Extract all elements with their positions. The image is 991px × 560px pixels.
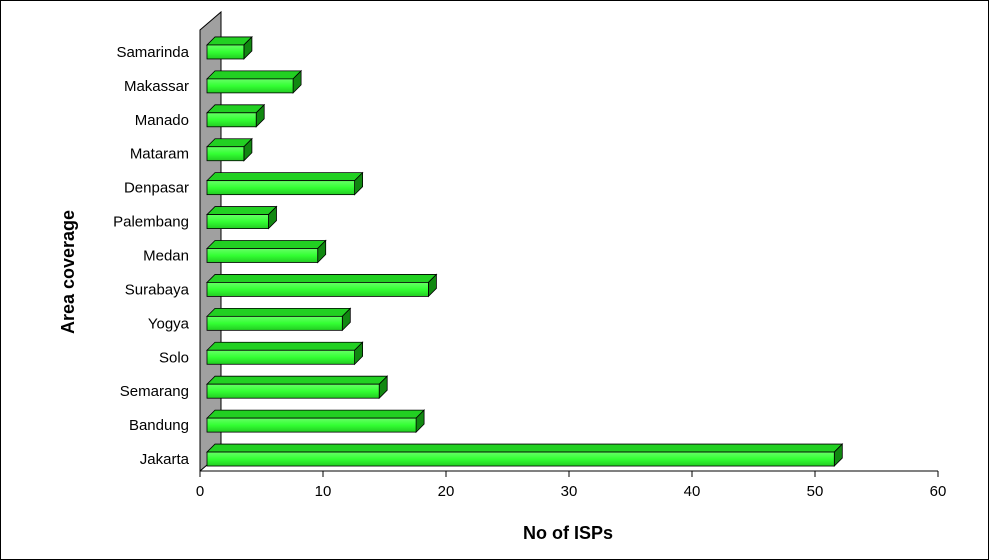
bar-top-face [206,341,364,351]
bars [206,35,844,468]
bar-surabaya [206,273,438,298]
bar-mataram [206,137,253,162]
bar-manado [206,103,266,128]
bar-semarang [206,375,389,400]
x-tick-label: 60 [930,483,947,500]
category-label: Mataram [130,146,189,163]
category-label: Makassar [124,78,189,95]
bar-solo [206,341,364,366]
category-label: Yogya [148,315,190,332]
bar-denpasar [206,171,364,196]
category-label: Semarang [120,383,189,400]
bar-palembang [206,205,278,230]
category-label: Palembang [113,214,189,231]
x-tick-label: 20 [438,483,455,500]
bar-top-face [206,70,303,80]
category-label: Jakarta [140,451,190,468]
bar-samarinda [206,35,253,60]
bar-top-face [206,104,266,114]
bar-front-face [206,417,417,433]
bar-front-face [206,451,835,467]
category-label: Samarinda [116,44,189,61]
bar-top-face [206,206,278,215]
bar-front-face [206,248,319,263]
bar-front-face [206,315,343,331]
bar-front-face [206,44,245,60]
bar-top-face [206,307,352,317]
y-axis-labels: Samarinda Makassar Manado Mataram Denpasar Pa… [113,44,190,468]
bar-front-face [206,349,356,365]
category-label: Manado [135,112,189,129]
x-tick-label: 30 [561,483,578,500]
bar-front-face [206,383,380,399]
x-tick-label: 50 [807,483,824,500]
category-label: Surabaya [125,281,190,298]
bar-front-face [206,282,429,297]
x-tick-label: 40 [684,483,701,500]
bar-top-face [206,443,844,453]
category-label: Solo [159,349,189,366]
bar-front-face [206,78,294,94]
x-tick-label: 10 [315,483,332,500]
bar-front-face [206,146,245,162]
bar-top-face [206,172,364,182]
bar-top-face [206,409,426,419]
category-label: Medan [143,248,189,265]
bar-bandung [206,409,426,434]
category-label: Bandung [129,417,189,434]
bar-front-face [206,214,269,229]
bar-top-face [206,375,389,385]
bar-medan [206,239,327,264]
bar-yogya [206,307,352,332]
y-axis-title: Area coverage [58,210,78,334]
bar-top-face [206,274,438,283]
bar-jakarta [206,443,844,468]
bar-front-face [206,180,356,196]
bar-makassar [206,69,303,94]
x-axis-title: No of ISPs [523,523,613,543]
bar-front-face [206,112,257,128]
x-tick-label: 0 [196,483,204,500]
x-axis: 0 10 20 30 40 50 60 [196,470,947,500]
category-label: Denpasar [124,180,189,197]
bar-top-face [206,240,327,249]
